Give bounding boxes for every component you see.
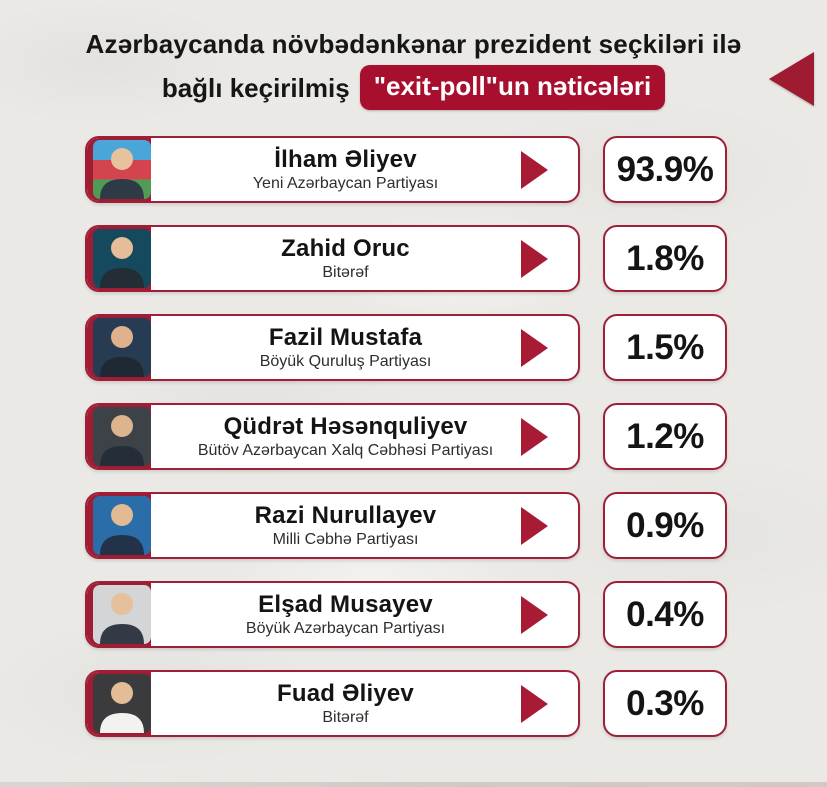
page-title-line2: bağlı keçirilmiş "exit-poll"un nəticələr…	[0, 65, 827, 110]
candidate-name: Fazil Mustafa	[268, 323, 423, 351]
candidate-card: Qüdrət Həsənquliyev Bütöv Azərbaycan Xal…	[85, 403, 580, 470]
percent-box: 0.9%	[603, 492, 727, 559]
candidate-photo	[93, 407, 151, 466]
candidate-name: Razi Nurullayev	[254, 501, 437, 529]
exit-poll-badge: "exit-poll"un nəticələri	[359, 65, 666, 110]
header: Azərbaycanda növbədənkənar prezident seç…	[0, 0, 827, 110]
right-triangle-icon	[521, 150, 548, 189]
page-title-line2-prefix: bağlı keçirilmiş	[161, 72, 350, 103]
candidate-name: Qüdrət Həsənquliyev	[223, 412, 468, 440]
percent-value: 0.9%	[626, 505, 704, 545]
candidate-texts: Zahid Oruc Bitərəf	[151, 227, 578, 290]
person-silhouette-icon	[100, 504, 144, 555]
result-row: İlham Əliyev Yeni Azərbaycan Partiyası 9…	[85, 136, 827, 203]
photo-red-tab	[87, 583, 151, 646]
person-silhouette-icon	[100, 326, 144, 377]
percent-value: 1.2%	[626, 416, 704, 456]
percent-box: 93.9%	[603, 136, 727, 203]
candidate-name: İlham Əliyev	[274, 145, 417, 173]
candidate-photo	[93, 318, 151, 377]
photo-red-tab	[87, 494, 151, 557]
percent-value: 93.9%	[616, 149, 714, 189]
percent-box: 1.8%	[603, 225, 727, 292]
result-row: Razi Nurullayev Milli Cəbhə Partiyası 0.…	[85, 492, 827, 559]
candidate-card: İlham Əliyev Yeni Azərbaycan Partiyası	[85, 136, 580, 203]
candidate-party: Yeni Azərbaycan Partiyası	[252, 174, 439, 192]
candidate-card: Elşad Musayev Böyük Azərbaycan Partiyası	[85, 581, 580, 648]
percent-box: 0.3%	[603, 670, 727, 737]
percent-value: 0.4%	[626, 594, 704, 634]
person-silhouette-icon	[100, 593, 144, 644]
candidate-card: Fuad Əliyev Bitərəf	[85, 670, 580, 737]
photo-red-tab	[87, 138, 151, 201]
percent-value: 1.8%	[626, 238, 704, 278]
candidate-party: Bitərəf	[322, 708, 369, 726]
candidate-name: Fuad Əliyev	[276, 679, 414, 707]
photo-red-tab	[87, 672, 151, 735]
percent-box: 0.4%	[603, 581, 727, 648]
result-row: Qüdrət Həsənquliyev Bütöv Azərbaycan Xal…	[85, 403, 827, 470]
candidate-photo	[93, 496, 151, 555]
photo-red-tab	[87, 227, 151, 290]
candidate-party: Böyük Azərbaycan Partiyası	[245, 619, 446, 637]
result-row: Fuad Əliyev Bitərəf 0.3%	[85, 670, 827, 737]
candidate-name: Elşad Musayev	[258, 590, 433, 618]
bottom-edge-divider	[0, 782, 827, 787]
percent-value: 0.3%	[626, 683, 704, 723]
candidate-party: Böyük Quruluş Partiyası	[259, 352, 432, 370]
percent-box: 1.2%	[603, 403, 727, 470]
candidate-party: Bütöv Azərbaycan Xalq Cəbhəsi Partiyası	[197, 441, 494, 459]
right-triangle-icon	[521, 417, 548, 456]
page-title-line1: Azərbaycanda növbədənkənar prezident seç…	[85, 29, 742, 59]
right-triangle-icon	[521, 506, 548, 545]
candidate-texts: Razi Nurullayev Milli Cəbhə Partiyası	[151, 494, 578, 557]
result-row: Elşad Musayev Böyük Azərbaycan Partiyası…	[85, 581, 827, 648]
candidate-name: Zahid Oruc	[281, 234, 410, 262]
candidate-texts: İlham Əliyev Yeni Azərbaycan Partiyası	[151, 138, 578, 201]
candidate-photo	[93, 585, 151, 644]
percent-box: 1.5%	[603, 314, 727, 381]
candidate-texts: Qüdrət Həsənquliyev Bütöv Azərbaycan Xal…	[151, 405, 578, 468]
candidate-photo	[93, 674, 151, 733]
percent-value: 1.5%	[626, 327, 704, 367]
candidate-texts: Elşad Musayev Böyük Azərbaycan Partiyası	[151, 583, 578, 646]
candidate-texts: Fuad Əliyev Bitərəf	[151, 672, 578, 735]
right-triangle-icon	[521, 595, 548, 634]
candidate-card: Razi Nurullayev Milli Cəbhə Partiyası	[85, 492, 580, 559]
candidate-card: Zahid Oruc Bitərəf	[85, 225, 580, 292]
photo-red-tab	[87, 405, 151, 468]
candidate-party: Bitərəf	[322, 263, 369, 281]
person-silhouette-icon	[100, 682, 144, 733]
left-triangle-icon	[769, 52, 814, 106]
photo-red-tab	[87, 316, 151, 379]
candidate-photo	[93, 229, 151, 288]
right-triangle-icon	[521, 684, 548, 723]
right-triangle-icon	[521, 239, 548, 278]
results-list: İlham Əliyev Yeni Azərbaycan Partiyası 9…	[85, 136, 827, 737]
candidate-card: Fazil Mustafa Böyük Quruluş Partiyası	[85, 314, 580, 381]
result-row: Zahid Oruc Bitərəf 1.8%	[85, 225, 827, 292]
result-row: Fazil Mustafa Böyük Quruluş Partiyası 1.…	[85, 314, 827, 381]
candidate-photo	[93, 140, 151, 199]
candidate-party: Milli Cəbhə Partiyası	[272, 530, 419, 548]
candidate-texts: Fazil Mustafa Böyük Quruluş Partiyası	[151, 316, 578, 379]
person-silhouette-icon	[100, 415, 144, 466]
person-silhouette-icon	[100, 148, 144, 199]
right-triangle-icon	[521, 328, 548, 367]
person-silhouette-icon	[100, 237, 144, 288]
